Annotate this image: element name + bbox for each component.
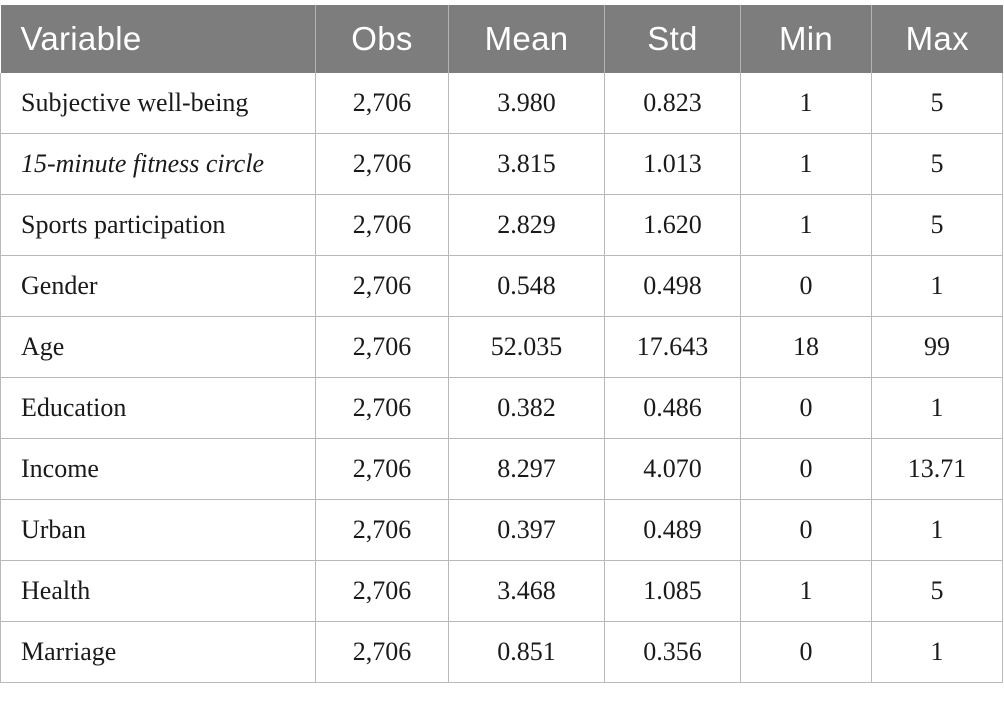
header-mean: Mean [448, 5, 605, 73]
cell-variable: Sports participation [0, 194, 316, 256]
cell-max: 1 [871, 377, 1003, 439]
cell-mean: 0.851 [448, 621, 605, 683]
cell-min: 1 [740, 133, 872, 195]
cell-obs: 2,706 [315, 621, 449, 683]
cell-obs: 2,706 [315, 499, 449, 561]
cell-variable: Gender [0, 255, 316, 317]
cell-mean: 0.397 [448, 499, 605, 561]
cell-mean: 3.980 [448, 73, 605, 134]
table-row: 15-minute fitness circle 2,706 3.815 1.0… [0, 133, 1003, 195]
cell-variable: Marriage [0, 621, 316, 683]
cell-min: 1 [740, 194, 872, 256]
header-row: Variable Obs Mean Std Min Max [0, 5, 1003, 73]
cell-std: 1.085 [604, 560, 741, 622]
cell-max: 5 [871, 560, 1003, 622]
cell-mean: 0.548 [448, 255, 605, 317]
descriptive-statistics-table: Variable Obs Mean Std Min Max Subjective… [0, 5, 1003, 683]
cell-max: 13.71 [871, 438, 1003, 500]
header-obs: Obs [315, 5, 449, 73]
table-row: Marriage 2,706 0.851 0.356 0 1 [0, 621, 1003, 683]
cell-min: 0 [740, 255, 872, 317]
cell-min: 0 [740, 377, 872, 439]
cell-obs: 2,706 [315, 133, 449, 195]
cell-std: 4.070 [604, 438, 741, 500]
cell-obs: 2,706 [315, 377, 449, 439]
cell-variable: 15-minute fitness circle [0, 133, 316, 195]
cell-max: 5 [871, 133, 1003, 195]
cell-max: 1 [871, 621, 1003, 683]
cell-mean: 3.815 [448, 133, 605, 195]
cell-variable: Income [0, 438, 316, 500]
cell-std: 0.486 [604, 377, 741, 439]
table-row: Income 2,706 8.297 4.070 0 13.71 [0, 438, 1003, 500]
cell-max: 5 [871, 73, 1003, 134]
cell-std: 0.498 [604, 255, 741, 317]
cell-variable: Education [0, 377, 316, 439]
cell-min: 1 [740, 73, 872, 134]
table-row: Age 2,706 52.035 17.643 18 99 [0, 316, 1003, 378]
table-header: Variable Obs Mean Std Min Max [0, 5, 1003, 73]
table-row: Gender 2,706 0.548 0.498 0 1 [0, 255, 1003, 317]
cell-mean: 8.297 [448, 438, 605, 500]
cell-obs: 2,706 [315, 194, 449, 256]
cell-min: 18 [740, 316, 872, 378]
cell-max: 5 [871, 194, 1003, 256]
cell-obs: 2,706 [315, 560, 449, 622]
table-row: Education 2,706 0.382 0.486 0 1 [0, 377, 1003, 439]
cell-min: 1 [740, 560, 872, 622]
cell-min: 0 [740, 621, 872, 683]
table-row: Health 2,706 3.468 1.085 1 5 [0, 560, 1003, 622]
cell-mean: 2.829 [448, 194, 605, 256]
cell-std: 1.013 [604, 133, 741, 195]
cell-variable: Subjective well-being [0, 73, 316, 134]
table-row: Subjective well-being 2,706 3.980 0.823 … [0, 73, 1003, 134]
cell-obs: 2,706 [315, 438, 449, 500]
cell-variable: Age [0, 316, 316, 378]
header-max: Max [871, 5, 1003, 73]
cell-std: 0.823 [604, 73, 741, 134]
header-std: Std [604, 5, 741, 73]
cell-std: 17.643 [604, 316, 741, 378]
cell-variable: Health [0, 560, 316, 622]
cell-obs: 2,706 [315, 73, 449, 134]
header-variable: Variable [0, 5, 316, 73]
cell-max: 99 [871, 316, 1003, 378]
cell-std: 0.356 [604, 621, 741, 683]
table-body: Subjective well-being 2,706 3.980 0.823 … [0, 73, 1003, 683]
table-row: Sports participation 2,706 2.829 1.620 1… [0, 194, 1003, 256]
cell-min: 0 [740, 438, 872, 500]
descriptive-statistics-table-container: Variable Obs Mean Std Min Max Subjective… [0, 5, 1003, 683]
header-min: Min [740, 5, 872, 73]
cell-min: 0 [740, 499, 872, 561]
cell-mean: 0.382 [448, 377, 605, 439]
cell-max: 1 [871, 499, 1003, 561]
cell-std: 0.489 [604, 499, 741, 561]
cell-mean: 3.468 [448, 560, 605, 622]
cell-std: 1.620 [604, 194, 741, 256]
cell-obs: 2,706 [315, 316, 449, 378]
cell-obs: 2,706 [315, 255, 449, 317]
cell-max: 1 [871, 255, 1003, 317]
cell-variable: Urban [0, 499, 316, 561]
table-row: Urban 2,706 0.397 0.489 0 1 [0, 499, 1003, 561]
cell-mean: 52.035 [448, 316, 605, 378]
